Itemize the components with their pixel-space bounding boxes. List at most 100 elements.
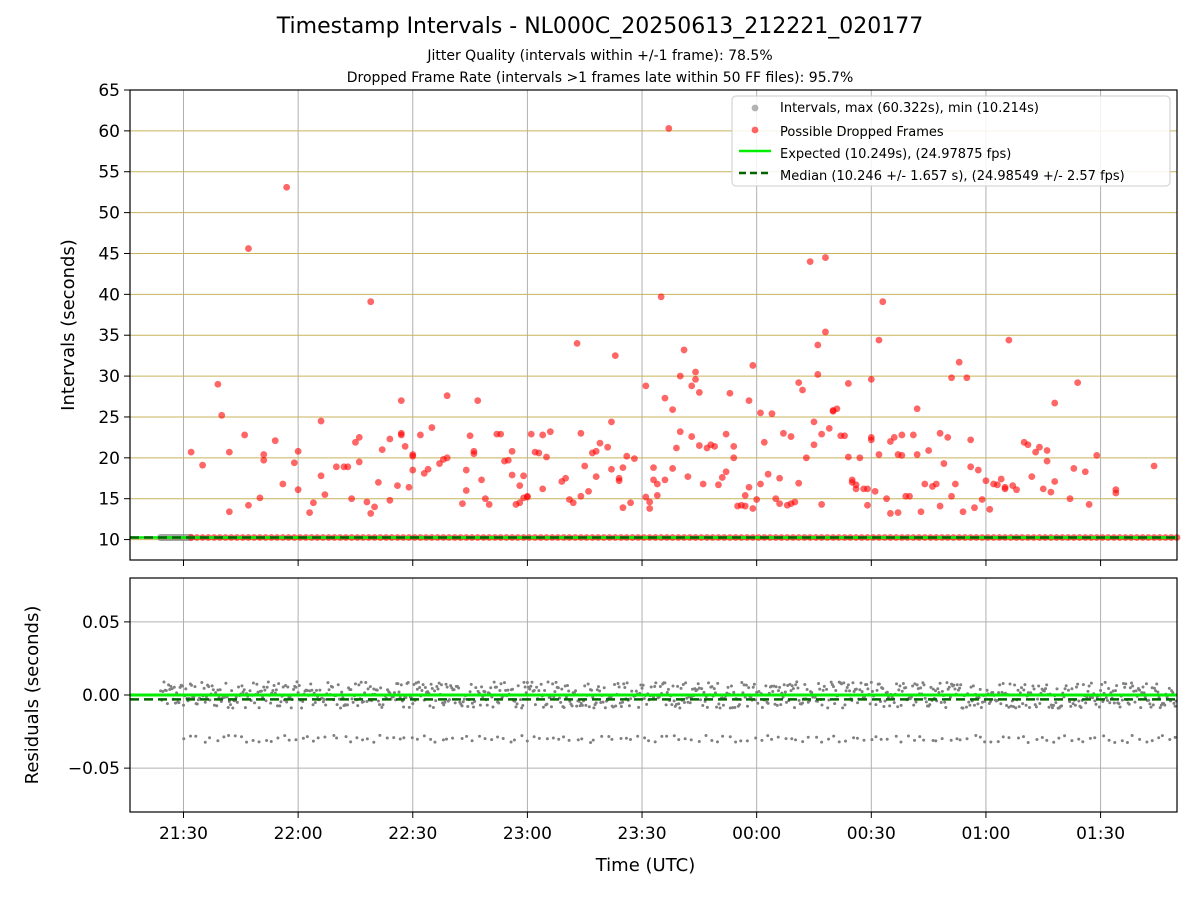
residual-point — [308, 689, 312, 693]
residual-point — [414, 681, 418, 685]
residual-point — [959, 683, 963, 687]
residual-point — [1055, 687, 1059, 691]
residual-point — [685, 696, 689, 700]
residual-point — [914, 700, 918, 704]
y-tick-label: 55 — [98, 163, 120, 183]
residual-point — [279, 700, 283, 704]
residual-outlier-point — [478, 734, 482, 738]
dropped-frame-point — [757, 409, 764, 417]
residual-point — [679, 686, 683, 690]
dropped-frame-point — [749, 505, 757, 512]
residual-outlier-point — [665, 734, 669, 738]
residual-point — [699, 698, 703, 702]
residual-point — [335, 703, 339, 707]
residual-point — [1017, 705, 1021, 709]
y-tick-label: 65 — [98, 81, 120, 101]
residual-point — [263, 688, 267, 692]
residual-point — [472, 705, 476, 709]
residual-point — [1149, 705, 1153, 709]
dropped-frame-point — [539, 485, 547, 493]
residual-outlier-point — [974, 734, 978, 738]
residual-point — [686, 700, 690, 704]
dropped-frame-point — [1039, 485, 1047, 493]
residual-point — [227, 700, 231, 704]
dropped-frame-point — [363, 498, 371, 506]
residual-point — [525, 680, 529, 684]
dropped-frame-point — [810, 441, 818, 449]
residual-outlier-point — [451, 736, 455, 740]
residual-outlier-point — [815, 735, 819, 739]
residual-point — [1023, 683, 1027, 687]
residual-point — [1167, 686, 1171, 690]
residual-point — [311, 703, 315, 707]
residual-point — [645, 702, 649, 706]
residual-point — [575, 704, 579, 708]
residual-point — [468, 690, 472, 694]
residual-point — [310, 688, 314, 692]
residual-point — [747, 686, 751, 690]
residual-point — [1154, 689, 1158, 693]
residual-point — [412, 683, 416, 687]
residual-point — [297, 684, 301, 688]
dropped-frame-point — [516, 499, 524, 507]
dropped-frame-point — [669, 465, 677, 472]
residual-point — [900, 689, 904, 693]
residual-point — [494, 685, 498, 689]
residual-point — [1009, 704, 1013, 708]
residual-point — [846, 683, 850, 687]
residual-point — [313, 701, 317, 705]
x-tick-label: 01:00 — [961, 824, 1010, 844]
residual-point — [365, 699, 369, 703]
residual-point — [428, 704, 432, 708]
residual-point — [372, 687, 376, 691]
residual-point — [1171, 691, 1175, 695]
residual-point — [897, 688, 901, 692]
residual-outlier-point — [1081, 740, 1085, 744]
legend-dropped-marker — [751, 126, 759, 134]
residual-outlier-point — [610, 737, 614, 741]
dropped-frame-point — [695, 389, 703, 396]
dropped-frame-point — [715, 481, 722, 489]
residual-point — [397, 690, 401, 694]
x-axis-label: Time (UTC) — [595, 855, 696, 876]
dropped-frame-point — [394, 482, 401, 490]
residual-point — [614, 704, 618, 708]
dropped-frame-point — [692, 368, 699, 376]
dropped-frame-point — [745, 397, 753, 405]
dropped-frame-point — [646, 505, 654, 512]
residual-point — [1105, 699, 1109, 703]
residual-point — [649, 685, 653, 689]
dropped-frame-point — [386, 435, 394, 443]
dropped-frame-point — [306, 509, 313, 516]
residual-point — [1155, 682, 1159, 686]
residual-point — [755, 690, 759, 694]
residual-point — [947, 685, 951, 689]
residual-point — [640, 686, 644, 690]
residual-point — [712, 687, 716, 691]
dropped-frame-point — [596, 439, 604, 447]
bottom-plot-frame — [129, 577, 1178, 813]
residual-point — [664, 703, 668, 707]
residual-point — [1118, 705, 1122, 709]
residual-outlier-point — [240, 735, 244, 739]
residual-point — [162, 680, 166, 684]
dropped-frame-point — [932, 480, 940, 488]
residual-outlier-point — [441, 738, 445, 742]
residual-outlier-point — [444, 737, 448, 741]
residual-point — [178, 685, 182, 689]
residual-point — [1147, 698, 1151, 702]
residual-point — [1021, 702, 1025, 706]
dropped-frame-point — [951, 480, 959, 488]
residual-point — [286, 685, 290, 689]
residual-point — [868, 702, 872, 706]
residual-point — [929, 685, 933, 689]
residual-outlier-point — [677, 738, 681, 742]
x-tick-label: 01:30 — [1076, 824, 1125, 844]
residual-point — [774, 685, 778, 689]
dropped-frame-point — [764, 470, 772, 478]
dropped-frame-point — [409, 451, 417, 458]
residual-point — [938, 681, 942, 685]
residual-point — [1117, 702, 1121, 706]
dropped-frame-point — [875, 336, 883, 344]
